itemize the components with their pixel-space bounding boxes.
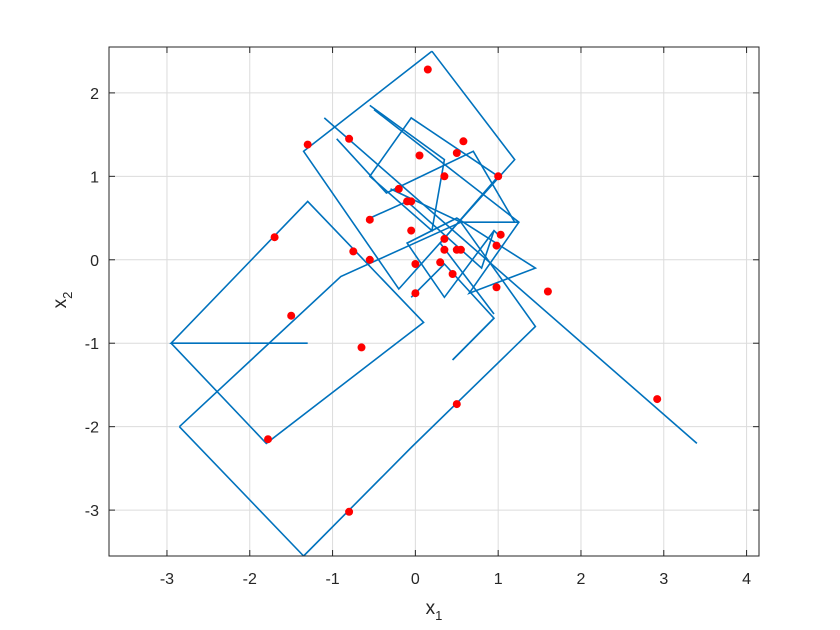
scatter-point [494,172,503,181]
x-axis-label: x1 [426,598,443,623]
ticks: -3 -2 -1 0 1 2 3 4 -3 -2 -1 0 1 2 [85,47,759,588]
scatter-point [270,233,279,242]
series-segment [452,317,495,361]
series-line [169,200,425,445]
scatter-point [411,260,420,268]
scatter-point [459,137,468,146]
scatter-point [345,134,354,143]
scatter-point [543,287,552,296]
y-axis-label-main: x [50,298,71,308]
scatter-point [365,215,374,224]
scatter-point [415,151,424,160]
scatter-point [394,184,403,193]
y-tick-label: -2 [85,420,99,437]
series-line [369,200,495,270]
scatter-point [264,435,272,444]
x-tick-label: 3 [659,571,668,588]
scatter-point [492,283,501,292]
scatter-series [264,65,662,516]
scatter-point [440,245,449,254]
scatter-point [440,234,449,243]
series-line [178,221,537,557]
scatter-point [456,245,465,254]
plot-frame [108,46,760,557]
scatter-point [452,149,461,157]
scatter-point [357,343,366,352]
scatter-point [440,172,449,181]
y-axis-label: x2 [50,292,75,309]
scatter-point [496,230,505,239]
line-series [169,50,698,557]
series-line [336,138,516,223]
scatter-point [411,289,420,298]
y-tick-label: -1 [85,336,99,353]
y-tick-label: 0 [90,253,99,270]
x-tick-label: -3 [160,571,174,588]
scatter-point [287,311,296,320]
y-axis-label-sub: 2 [60,292,75,299]
scatter-point [407,197,416,206]
scatter-point [452,400,461,409]
scatter-point [349,247,358,256]
x-tick-label: 0 [411,571,420,588]
y-tick-label: -3 [85,503,99,520]
series-line [178,426,305,557]
y-tick-label: 1 [90,169,99,186]
x-tick-label: 2 [577,571,586,588]
scatter-point [492,241,501,250]
x-tick-label: 4 [742,571,751,588]
y-tick-label: 2 [90,86,99,103]
scatter-point [423,65,432,74]
x-axis-label-main: x [426,598,436,619]
x-tick-label: -2 [243,571,257,588]
scatter-point [436,258,445,267]
scatter-point [653,395,662,404]
series-line [373,108,538,299]
scatter-point [365,255,374,264]
series-line [323,117,698,445]
x-axis-label-sub: 1 [435,608,442,623]
scatter-point [303,140,312,149]
series-line [302,50,516,291]
scatter-point [407,226,416,235]
x-tick-label: 1 [494,571,503,588]
scatter-point [345,507,354,516]
plot-background [109,47,759,556]
scatter-point [448,270,457,278]
x-tick-label: -1 [325,571,339,588]
